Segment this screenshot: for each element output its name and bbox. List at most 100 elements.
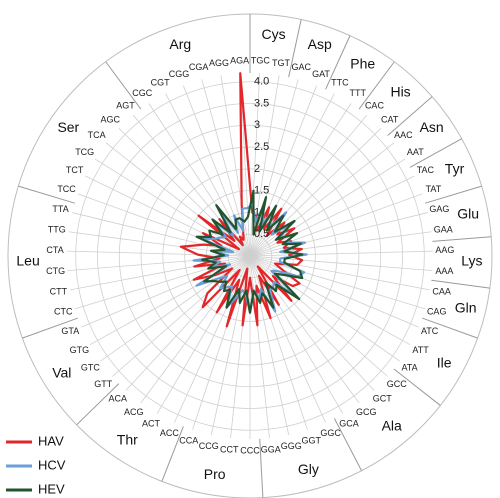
- codon-label-CCG: CCG: [199, 441, 219, 451]
- spoke-ACA: [125, 255, 251, 391]
- series-hev: [195, 189, 304, 314]
- legend-label-hcv: HCV: [38, 457, 66, 472]
- spoke-TGT: [249, 75, 280, 257]
- amino-acid-label-gly: Gly: [298, 461, 319, 477]
- group-separator-ser: [18, 185, 75, 204]
- group-separator-tyr: [409, 138, 462, 168]
- codon-label-TGC: TGC: [251, 56, 270, 66]
- spoke-ATT: [249, 255, 411, 346]
- codon-label-GGC: GGC: [320, 428, 341, 438]
- radial-tick-labels: 0.5 1 1.5 2 2.5 3 3.5 4.0: [254, 76, 269, 240]
- codon-label-GGG: GGG: [281, 441, 302, 451]
- group-separator-gly: [333, 418, 363, 471]
- group-separator-val: [76, 383, 120, 426]
- tick-label-4: 2.5: [254, 141, 269, 153]
- tick-label-3: 2: [254, 163, 260, 175]
- spoke-AAC: [249, 142, 395, 257]
- group-separator-phe: [325, 35, 351, 90]
- codon-label-TAC: TAC: [417, 165, 435, 175]
- tick-label-0: 0.5: [254, 228, 269, 240]
- codon-label-TCG: TCG: [75, 147, 94, 157]
- spoke-GCG: [249, 255, 360, 404]
- codon-label-ACA: ACA: [108, 394, 127, 404]
- codon-label-GAA: GAA: [434, 224, 453, 234]
- spoke-ACG: [140, 255, 251, 404]
- spoke-AAT: [249, 158, 406, 257]
- amino-acid-label-phe: Phe: [350, 55, 375, 71]
- spoke-GGA: [249, 255, 270, 439]
- tick-label-6: 3.5: [254, 97, 269, 109]
- codon-label-GAG: GAG: [429, 204, 449, 214]
- codon-label-CCC: CCC: [240, 445, 260, 455]
- spoke-CAT: [249, 128, 382, 257]
- spoke-AGG: [220, 75, 251, 257]
- codon-label-GCG: GCG: [356, 407, 377, 417]
- codon-label-CGC: CGC: [132, 88, 153, 98]
- amino-acid-label-arg: Arg: [169, 36, 191, 52]
- codon-label-CAT: CAT: [381, 114, 399, 124]
- amino-acid-label-val: Val: [52, 364, 71, 380]
- legend-label-hev: HEV: [38, 481, 65, 496]
- codon-label-CAA: CAA: [432, 287, 451, 297]
- codon-label-ATA: ATA: [401, 362, 417, 372]
- codon-label-ATC: ATC: [421, 326, 439, 336]
- spoke-CCG: [210, 255, 251, 435]
- codon-label-ACT: ACT: [142, 418, 161, 428]
- codon-label-TCC: TCC: [57, 184, 76, 194]
- codon-label-GCC: GCC: [387, 379, 408, 389]
- codon-label-AAA: AAA: [435, 266, 453, 276]
- spoke-TGC: [249, 73, 261, 257]
- codon-label-TTC: TTC: [331, 77, 349, 87]
- legend: HAV HCV HEV: [6, 433, 66, 496]
- codon-label-CCT: CCT: [220, 444, 239, 454]
- amino-acid-labels: Cys Asp Phe His Asn Tyr Glu Lys Gln Ile Ala Gly Pro T…: [16, 26, 482, 482]
- codon-label-CTG: CTG: [46, 266, 65, 276]
- codon-label-AAG: AAG: [435, 245, 454, 255]
- amino-acid-label-pro: Pro: [204, 466, 226, 482]
- codon-label-TAT: TAT: [426, 184, 442, 194]
- codon-label-CGT: CGT: [151, 77, 171, 87]
- codon-label-TTT: TTT: [350, 88, 367, 98]
- codon-label-TGT: TGT: [272, 58, 290, 68]
- codon-label-TCA: TCA: [88, 130, 106, 140]
- codon-label-CAG: CAG: [427, 307, 447, 317]
- codon-label-CAC: CAC: [365, 100, 385, 110]
- tick-label-7: 4.0: [254, 76, 269, 88]
- group-separator-asn: [387, 96, 433, 136]
- tick-label-5: 3: [254, 119, 260, 131]
- codon-label-GAC: GAC: [292, 62, 312, 72]
- group-separator-gln: [431, 279, 490, 289]
- amino-acid-label-his: His: [390, 84, 410, 100]
- codon-label-CTA: CTA: [46, 245, 63, 255]
- spoke-AGC: [118, 128, 251, 257]
- codon-label-GCT: GCT: [373, 394, 393, 404]
- codon-label-AGG: AGG: [209, 58, 229, 68]
- group-separator-arg: [105, 61, 142, 110]
- spoke-GTC: [100, 255, 251, 362]
- codon-label-CGA: CGA: [189, 62, 209, 72]
- codon-label-GCA: GCA: [339, 418, 359, 428]
- codon-label-TCT: TCT: [66, 165, 84, 175]
- codon-label-GAT: GAT: [312, 69, 330, 79]
- codon-label-ATT: ATT: [412, 345, 429, 355]
- codon-label-GTT: GTT: [94, 379, 112, 389]
- amino-acid-label-glu: Glu: [457, 206, 479, 222]
- group-separator-pro: [259, 438, 264, 498]
- amino-acid-label-lys: Lys: [461, 253, 482, 269]
- group-separator-his: [358, 61, 395, 110]
- codon-label-CGG: CGG: [169, 69, 190, 79]
- group-separator-glu: [425, 185, 482, 204]
- spoke-GTG: [89, 255, 251, 346]
- amino-acid-label-asp: Asp: [308, 36, 332, 52]
- codon-label-GGA: GGA: [261, 444, 281, 454]
- codon-label-GTA: GTA: [61, 326, 79, 336]
- tick-label-1: 1: [254, 206, 260, 218]
- codon-label-AGC: AGC: [101, 114, 121, 124]
- spoke-TCG: [94, 158, 251, 257]
- amino-acid-label-ile: Ile: [437, 354, 452, 370]
- spoke-GGT: [249, 255, 308, 430]
- spoke-CGG: [182, 85, 251, 257]
- codon-label-GTG: GTG: [70, 345, 90, 355]
